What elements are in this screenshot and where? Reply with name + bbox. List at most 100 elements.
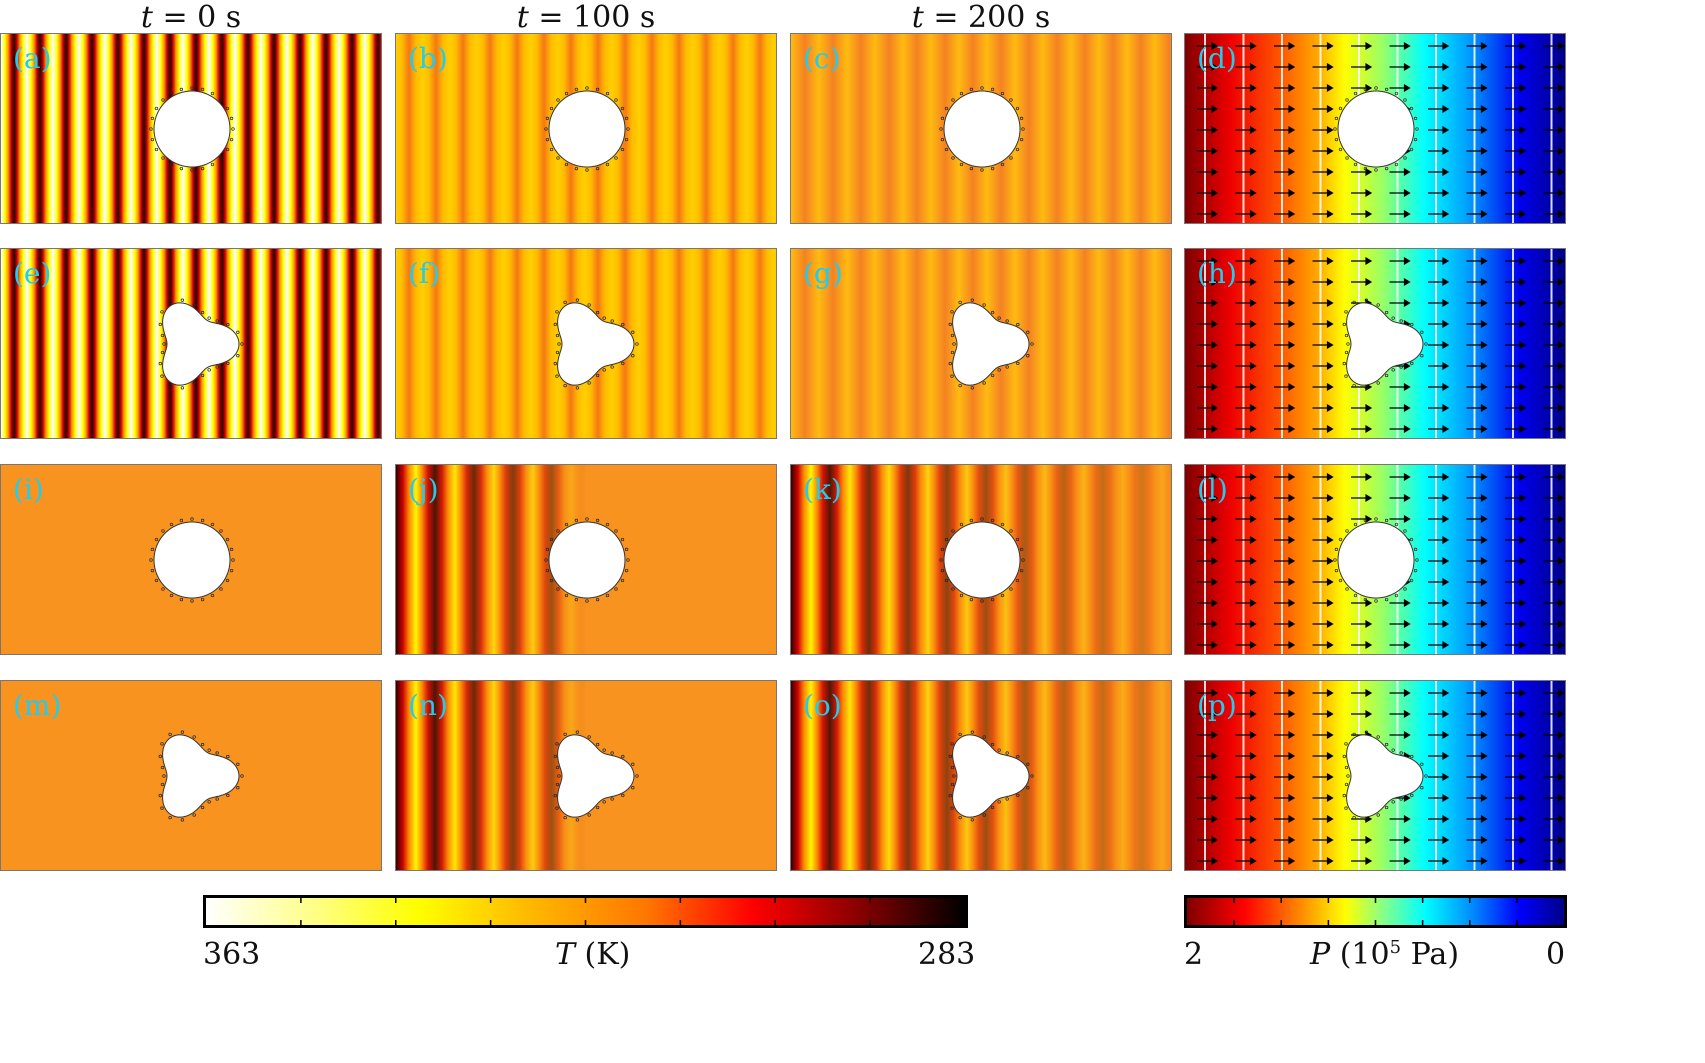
boundary-marker — [939, 558, 943, 562]
velocity-arrow-icon — [1389, 814, 1411, 824]
boundary-marker — [160, 742, 164, 746]
boundary-marker — [1415, 558, 1419, 562]
boundary-marker — [614, 156, 618, 160]
velocity-arrow-icon — [1197, 256, 1219, 266]
boundary-marker — [545, 568, 550, 573]
velocity-arrow-icon — [1274, 493, 1296, 503]
boundary-marker — [563, 732, 567, 737]
panel-label: (b) — [408, 42, 448, 75]
colorbar-P-min-label: 2 — [1184, 937, 1204, 972]
boundary-marker — [605, 522, 610, 527]
velocity-arrow-icon — [1235, 382, 1257, 392]
velocity-arrow-icon — [1274, 403, 1296, 413]
boundary-marker — [1000, 91, 1005, 96]
boundary-marker — [180, 298, 185, 302]
boundary-marker — [635, 342, 639, 346]
boundary-marker — [1338, 106, 1343, 111]
boundary-marker — [990, 597, 995, 602]
boundary-marker — [160, 782, 165, 787]
boundary-marker — [1374, 86, 1378, 90]
panel-e: (e) — [0, 248, 382, 439]
velocity-arrow-icon — [1312, 709, 1334, 719]
velocity-arrow-icon — [1428, 730, 1450, 740]
boundary-marker — [549, 147, 554, 152]
velocity-arrow-icon — [1466, 640, 1488, 650]
velocity-arrow-icon — [1197, 493, 1219, 503]
boundary-marker — [229, 547, 234, 552]
boundary-marker — [969, 597, 974, 602]
velocity-arrow-icon — [1389, 688, 1411, 698]
circle-obstacle — [548, 521, 626, 599]
velocity-arrow-icon — [1389, 62, 1411, 72]
boundary-marker — [1413, 547, 1418, 552]
boundary-marker — [1352, 732, 1356, 737]
velocity-arrow-icon — [1312, 104, 1334, 114]
velocity-arrow-icon — [1197, 188, 1219, 198]
boundary-marker — [1344, 806, 1348, 810]
velocity-arrow-icon — [1235, 62, 1257, 72]
velocity-arrow-icon — [1235, 424, 1257, 434]
velocity-arrow-icon — [1428, 577, 1450, 587]
velocity-arrow-icon — [1389, 167, 1411, 177]
boundary-marker — [624, 116, 629, 121]
boundary-marker — [553, 793, 557, 798]
boundary-marker — [1345, 98, 1349, 102]
velocity-arrow-icon — [1505, 751, 1527, 761]
boundary-marker — [602, 800, 606, 804]
boundary-marker — [587, 813, 591, 817]
velocity-arrow-icon — [1428, 814, 1450, 824]
velocity-arrow-icon — [1543, 577, 1565, 587]
boundary-marker — [179, 87, 184, 92]
velocity-arrow-icon — [1351, 619, 1373, 629]
velocity-arrow-icon — [1197, 83, 1219, 93]
panel-label: (a) — [13, 42, 52, 75]
boundary-marker — [939, 127, 943, 131]
velocity-arrow-icon — [1235, 514, 1257, 524]
boundary-marker — [1391, 316, 1395, 320]
boundary-marker — [225, 106, 230, 111]
boundary-marker — [950, 333, 955, 338]
velocity-arrow-icon — [1543, 319, 1565, 329]
boundary-marker — [160, 374, 164, 378]
panel-a: (a) — [0, 33, 382, 224]
boundary-marker — [557, 342, 561, 346]
velocity-arrow-icon — [1312, 772, 1334, 782]
boundary-marker — [980, 517, 984, 521]
velocity-arrow-icon — [1543, 751, 1565, 761]
circle-obstacle — [153, 521, 231, 599]
boundary-marker — [614, 98, 618, 102]
velocity-arrow-icon — [1543, 772, 1565, 782]
velocity-arrow-icon — [1543, 598, 1565, 608]
boundary-marker — [1413, 137, 1418, 142]
velocity-arrow-icon — [1428, 188, 1450, 198]
boundary-marker — [1345, 156, 1349, 160]
boundary-marker — [1384, 805, 1389, 810]
boundary-marker — [240, 774, 244, 778]
velocity-arrow-icon — [1505, 209, 1527, 219]
boundary-marker — [231, 558, 235, 562]
boundary-marker — [950, 350, 955, 355]
velocity-arrow-icon — [1351, 493, 1373, 503]
velocity-arrow-icon — [1274, 751, 1296, 761]
boundary-marker — [1026, 762, 1030, 766]
panel-label: (i) — [13, 473, 44, 506]
boundary-marker — [585, 599, 589, 603]
trefoil-obstacle — [162, 302, 240, 386]
boundary-marker — [1352, 383, 1356, 388]
velocity-arrow-icon — [1312, 403, 1334, 413]
velocity-arrow-icon — [1505, 493, 1527, 503]
boundary-marker — [631, 330, 635, 334]
boundary-marker — [959, 522, 964, 527]
velocity-arrow-icon — [1543, 382, 1565, 392]
velocity-arrow-icon — [1312, 730, 1334, 740]
boundary-marker — [210, 91, 215, 96]
boundary-marker — [1009, 529, 1013, 533]
velocity-arrow-icon — [1197, 619, 1219, 629]
boundary-marker — [545, 547, 550, 552]
trefoil-obstacle — [162, 734, 240, 818]
velocity-arrow-icon — [1312, 856, 1334, 866]
boundary-marker — [200, 597, 205, 602]
trefoil-obstacle — [1346, 734, 1424, 818]
boundary-marker — [160, 806, 164, 810]
boundary-marker — [563, 383, 567, 388]
